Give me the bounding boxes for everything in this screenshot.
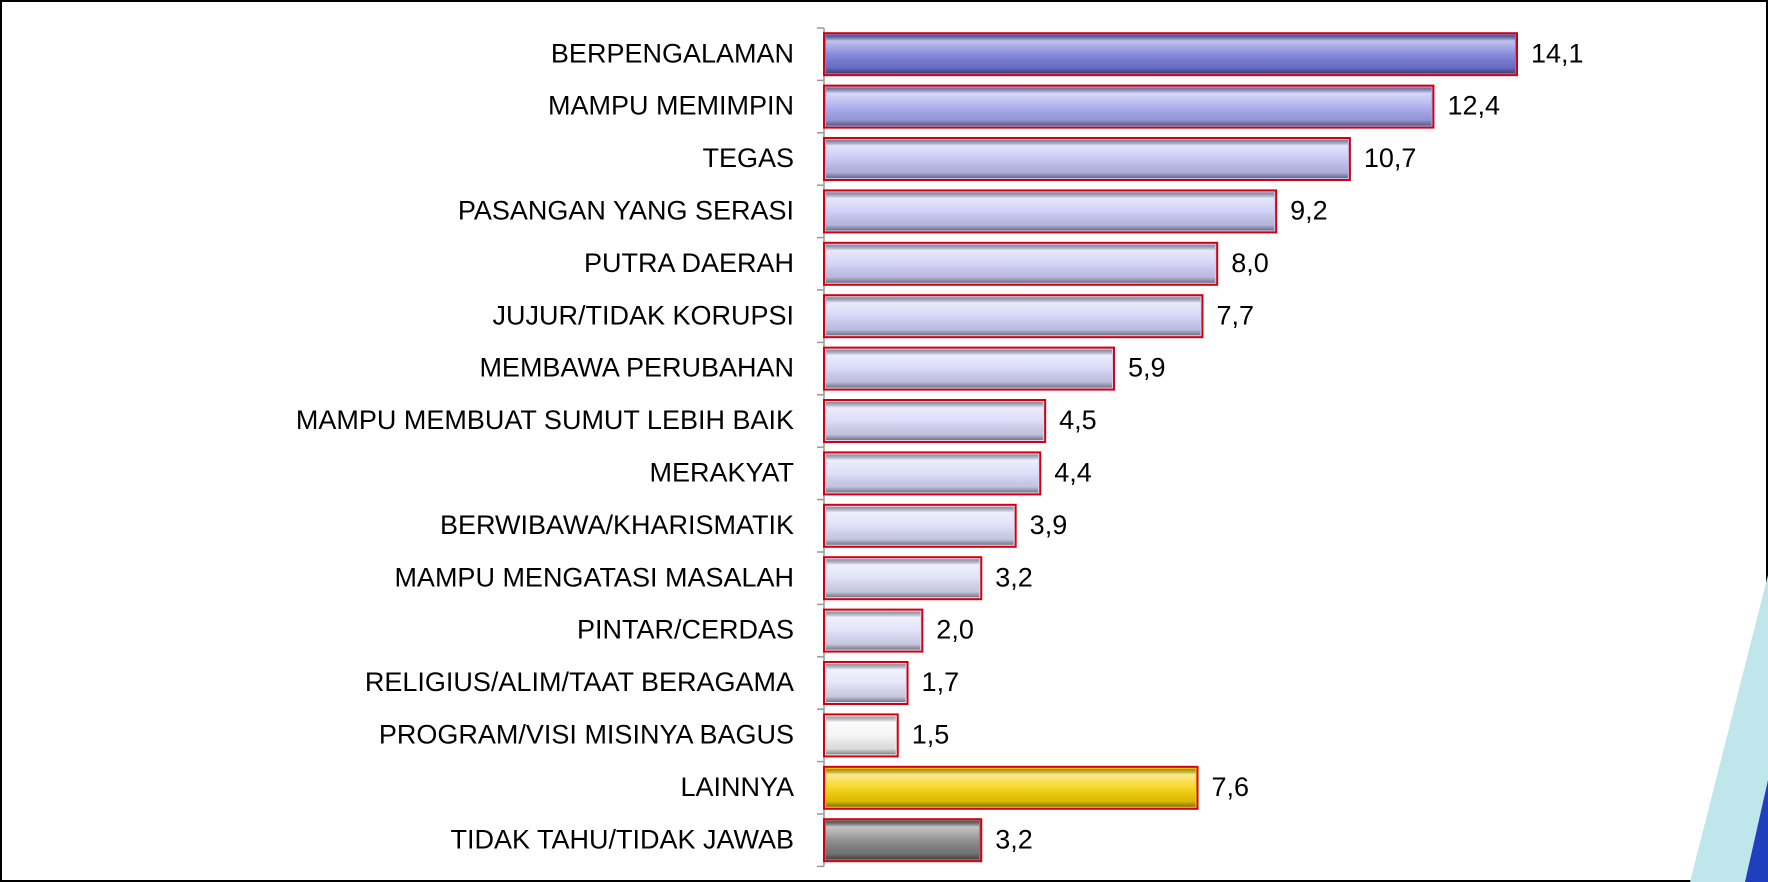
- bar-shine: [826, 454, 1039, 493]
- y-tick-label: PASANGAN YANG SERASI: [458, 196, 794, 226]
- bar-shine: [826, 611, 921, 650]
- bar-shine: [826, 559, 980, 598]
- data-label: 4,5: [1059, 405, 1097, 435]
- data-label: 8,0: [1231, 248, 1269, 278]
- data-label: 7,7: [1216, 300, 1254, 330]
- bar-shine: [826, 35, 1515, 74]
- data-label: 14,1: [1531, 38, 1584, 68]
- data-label: 4,4: [1054, 458, 1092, 488]
- bar-shine: [826, 140, 1348, 178]
- data-label: 1,7: [922, 667, 960, 697]
- decor-triangle-dark: [1745, 780, 1768, 882]
- bar-shine: [826, 87, 1432, 126]
- data-label: 2,0: [936, 615, 974, 645]
- data-label: 1,5: [912, 720, 950, 750]
- bar-shine: [826, 664, 906, 702]
- bar-shine: [826, 192, 1275, 231]
- data-label: 3,9: [1030, 510, 1068, 540]
- y-tick-label: LAINNYA: [680, 772, 794, 802]
- y-tick-label: PROGRAM/VISI MISINYA BAGUS: [379, 720, 794, 750]
- data-label: 3,2: [995, 562, 1033, 592]
- decor-triangle: [1690, 575, 1768, 882]
- data-label: 10,7: [1364, 143, 1417, 173]
- y-tick-label: TIDAK TAHU/TIDAK JAWAB: [450, 824, 794, 854]
- data-label: 7,6: [1212, 772, 1250, 802]
- y-tick-label: MAMPU MEMBUAT SUMUT LEBIH BAIK: [296, 405, 794, 435]
- y-tick-label: MEMBAWA PERUBAHAN: [479, 353, 794, 383]
- y-tick-label: PUTRA DAERAH: [584, 248, 794, 278]
- y-tick-label: MAMPU MEMIMPIN: [548, 91, 794, 121]
- bar-shine: [826, 244, 1216, 283]
- y-tick-label: PINTAR/CERDAS: [577, 615, 794, 645]
- y-tick-label: MERAKYAT: [649, 458, 794, 488]
- y-tick-label: BERPENGALAMAN: [551, 38, 794, 68]
- y-tick-label: MAMPU MENGATASI MASALAH: [394, 562, 794, 592]
- y-tick-label: RELIGIUS/ALIM/TAAT BERAGAMA: [365, 667, 794, 697]
- data-label: 9,2: [1290, 196, 1328, 226]
- y-tick-label: BERWIBAWA/KHARISMATIK: [440, 510, 794, 540]
- bar-shine: [826, 349, 1112, 388]
- bar-shine: [826, 821, 980, 860]
- bar-shine: [826, 506, 1014, 545]
- bar-shine: [826, 716, 896, 755]
- bar-shine: [826, 768, 1196, 807]
- data-label: 3,2: [995, 824, 1033, 854]
- y-tick-label: TEGAS: [702, 143, 794, 173]
- data-label: 12,4: [1447, 91, 1500, 121]
- data-label: 5,9: [1128, 353, 1166, 383]
- y-tick-label: JUJUR/TIDAK KORUPSI: [492, 300, 794, 330]
- bar-shine: [826, 402, 1044, 440]
- bar-shine: [826, 297, 1201, 336]
